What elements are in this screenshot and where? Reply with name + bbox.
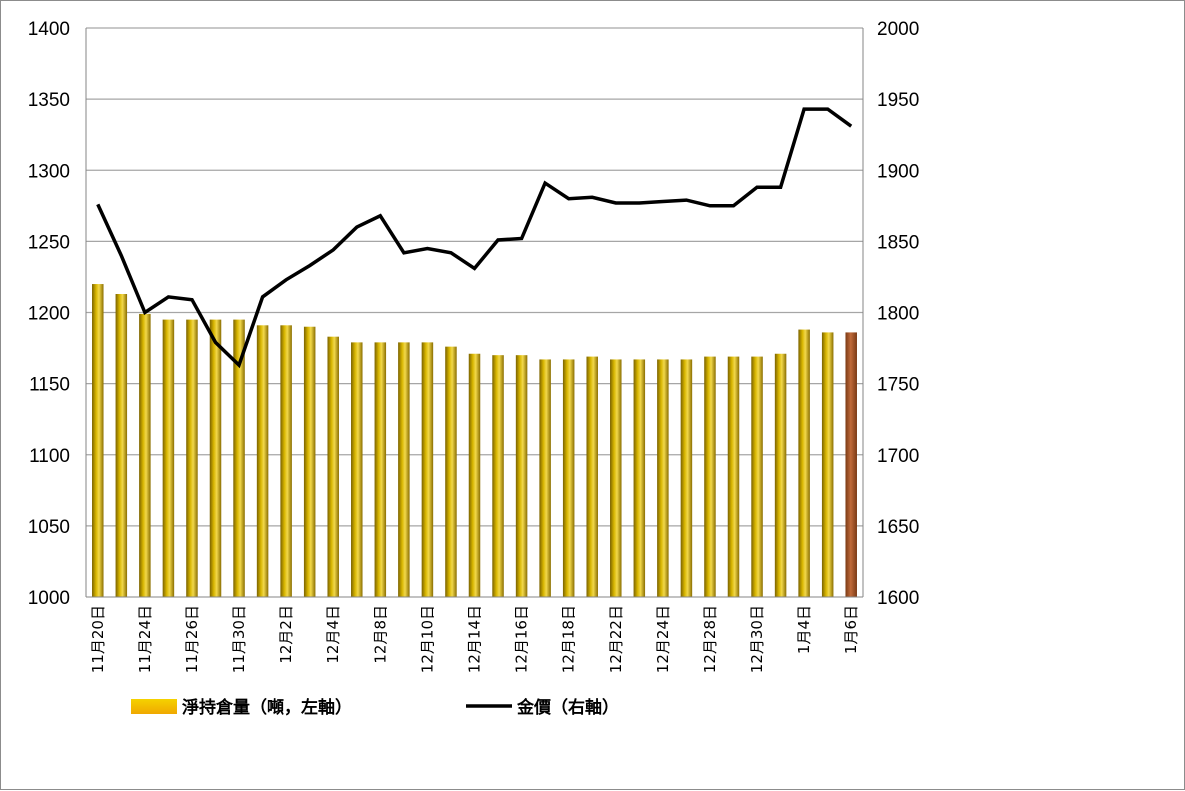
bar-1月4日 <box>798 330 810 597</box>
bar-12月4日 <box>327 337 339 597</box>
x-tick-label: 11月20日 <box>89 605 107 673</box>
x-tick-label: 12月30日 <box>748 605 766 673</box>
x-tick-label: 1月4日 <box>795 605 813 654</box>
bar-11月27日 <box>210 320 222 597</box>
bar-11月26日 <box>186 320 198 597</box>
x-tick-label: 12月22日 <box>607 605 625 673</box>
bar-12月10日 <box>422 342 434 597</box>
left-tick-label: 1100 <box>29 446 70 467</box>
left-tick-label: 1150 <box>29 375 70 396</box>
x-tick-label: 11月30日 <box>230 605 248 673</box>
right-tick-label: 1950 <box>877 90 919 111</box>
bar-11月23日 <box>116 294 128 597</box>
left-tick-label: 1400 <box>28 19 70 40</box>
right-tick-label: 1600 <box>877 588 919 609</box>
bar-1月6日 <box>845 332 857 597</box>
bar-12月22日 <box>610 359 622 597</box>
legend-label-gold-price: 金價（右軸） <box>516 697 619 718</box>
bar-12月11日 <box>445 347 457 597</box>
bar-11月20日 <box>92 284 104 597</box>
left-tick-label: 1250 <box>28 232 70 253</box>
bar-12月14日 <box>469 354 481 597</box>
right-tick-label: 2000 <box>877 19 919 40</box>
bar-12月17日 <box>539 359 551 597</box>
bar-12月8日 <box>375 342 387 597</box>
bar-12月1日 <box>257 325 269 597</box>
bar-12月29日 <box>728 357 740 597</box>
x-tick-label: 12月10日 <box>418 605 436 673</box>
x-tick-labels: 11月20日 11月24日 11月26日 11月30日 12月2日 12月4日 12月8日 1… <box>89 605 860 673</box>
left-tick-label: 1000 <box>28 588 70 609</box>
bar-12月18日 <box>563 359 575 597</box>
bar-12月15日 <box>492 355 504 597</box>
bar-12月25日 <box>681 359 693 597</box>
right-tick-label: 1700 <box>877 446 919 467</box>
x-tick-label: 12月28日 <box>701 605 719 673</box>
legend-label-holdings: 淨持倉量（噸，左軸） <box>182 697 352 718</box>
x-tick-label: 12月4日 <box>324 605 342 664</box>
bar-12月3日 <box>304 327 316 597</box>
left-tick-label: 1350 <box>28 90 70 111</box>
left-tick-label: 1200 <box>28 304 70 325</box>
right-tick-label: 1650 <box>877 517 919 538</box>
x-tick-label: 12月24日 <box>654 605 672 673</box>
bar-11月24日 <box>139 314 151 597</box>
x-tick-label: 11月26日 <box>183 605 201 673</box>
bar-12月24日 <box>657 359 669 597</box>
right-tick-label: 1800 <box>877 304 919 325</box>
x-tick-label: 1月6日 <box>842 605 860 654</box>
bar-series <box>92 284 857 597</box>
x-tick-label: 12月18日 <box>560 605 578 673</box>
right-tick-label: 1850 <box>877 232 919 253</box>
left-tick-label: 1050 <box>28 517 70 538</box>
x-tick-label: 12月14日 <box>466 605 484 673</box>
x-tick-label: 11月24日 <box>136 605 154 673</box>
right-tick-label: 1900 <box>877 161 919 182</box>
bar-11月25日 <box>163 320 175 597</box>
bar-12月30日 <box>751 357 763 597</box>
left-tick-label: 1300 <box>28 161 70 182</box>
x-tick-label: 12月8日 <box>371 605 389 664</box>
x-tick-label: 12月16日 <box>513 605 531 673</box>
bar-12月23日 <box>634 359 646 597</box>
x-tick-label: 12月2日 <box>277 605 295 664</box>
legend: 淨持倉量（噸，左軸） 金價（右軸） <box>131 697 619 718</box>
bar-12月9日 <box>398 342 410 597</box>
bar-12月31日 <box>775 354 787 597</box>
bar-12月2日 <box>280 325 292 597</box>
legend-swatch-holdings <box>131 699 177 714</box>
bar-1月5日 <box>822 332 834 597</box>
right-tick-label: 1750 <box>877 375 919 396</box>
bar-12月16日 <box>516 355 528 597</box>
bar-12月21日 <box>586 357 598 597</box>
bar-12月28日 <box>704 357 716 597</box>
bar-12月7日 <box>351 342 363 597</box>
